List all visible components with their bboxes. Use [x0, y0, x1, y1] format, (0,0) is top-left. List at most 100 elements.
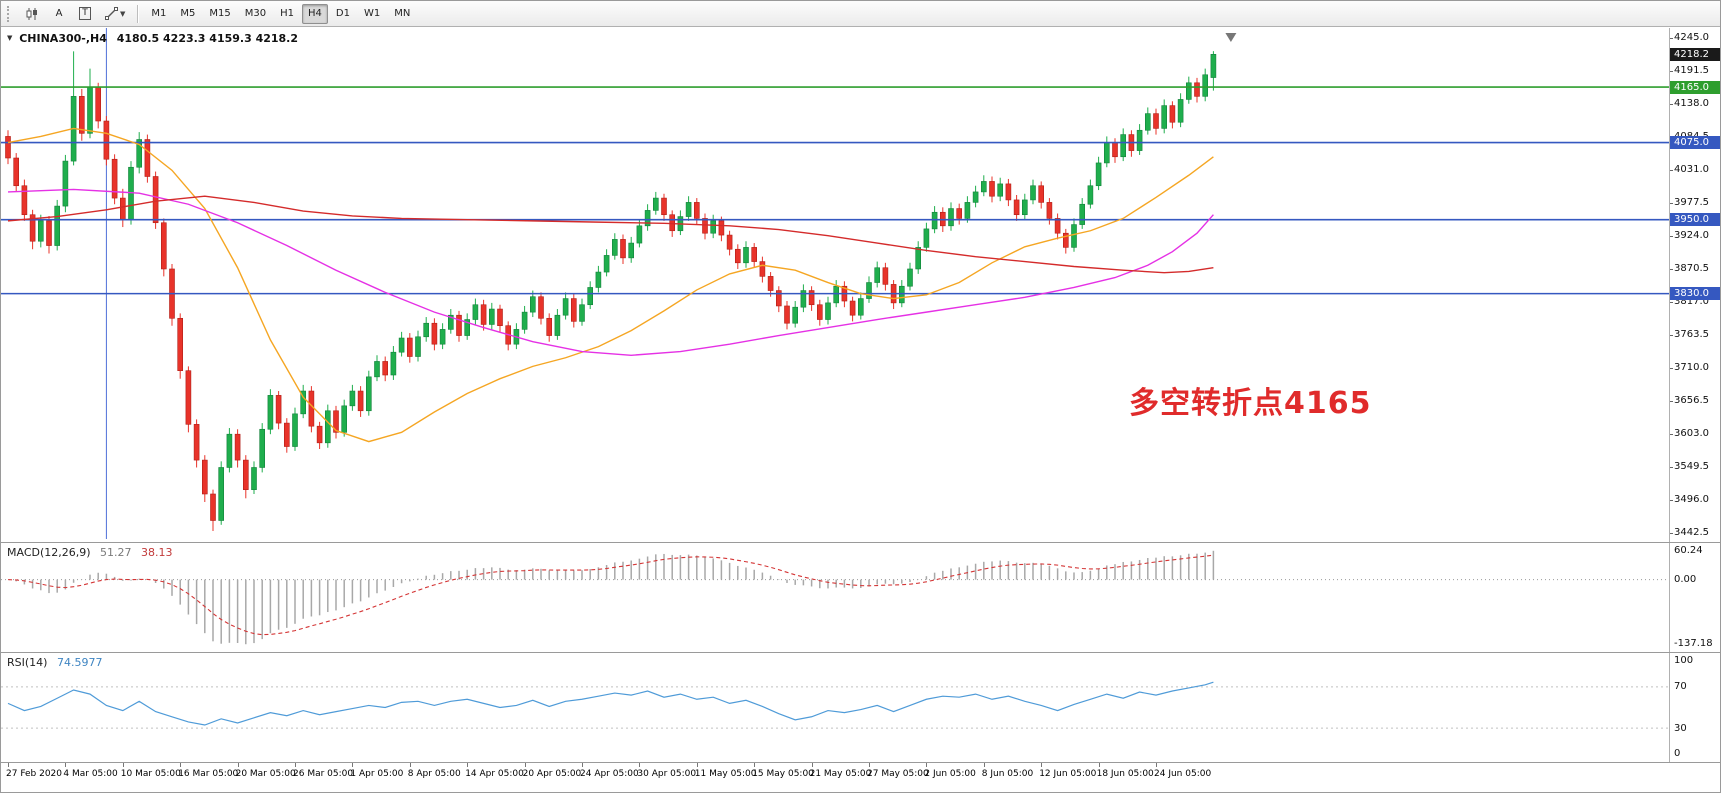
- price-axis-tick: [1669, 235, 1673, 237]
- ma-red: [7, 195, 1214, 274]
- time-axis-label: 24 Apr 05:00: [580, 769, 639, 779]
- time-axis-tick: [926, 763, 928, 767]
- time-axis-tick: [524, 763, 526, 767]
- price-axis-tick: [1669, 103, 1673, 105]
- timeframe-button-d1[interactable]: D1: [330, 4, 356, 24]
- price-axis-label: 3549.5: [1674, 461, 1709, 473]
- timeframe-button-w1[interactable]: W1: [358, 4, 386, 24]
- macd-scale-min: -137.18: [1674, 638, 1713, 649]
- time-axis-label: 4 Mar 05:00: [63, 769, 118, 779]
- text-tool-label: T: [79, 7, 91, 20]
- rsi-scale-70: 70: [1674, 681, 1687, 693]
- candlestick-chart-icon[interactable]: [19, 4, 45, 24]
- macd-value: 51.27: [100, 546, 132, 559]
- chart-menu-icon[interactable]: ▼: [7, 34, 13, 42]
- time-axis-label: 12 Jun 05:00: [1039, 769, 1097, 779]
- macd-signal-value: 38.13: [141, 546, 173, 559]
- timeframe-button-mn[interactable]: MN: [388, 4, 416, 24]
- cursor-tool-button[interactable]: A: [47, 4, 71, 24]
- chart-symbol-timeframe: CHINA300-,H4: [19, 32, 107, 45]
- rsi-line: [7, 681, 1214, 726]
- time-axis-tick: [811, 763, 813, 767]
- macd-label: MACD(12,26,9): [7, 546, 91, 559]
- candles-glyph: [26, 7, 37, 20]
- time-axis-tick: [1098, 763, 1100, 767]
- time-axis-tick: [122, 763, 124, 767]
- time-axis[interactable]: 27 Feb 2020 4 Mar 05:00 10 Mar 05:00 16 Mar…: [1, 763, 1720, 792]
- timeframe-button-m1[interactable]: M1: [145, 4, 172, 24]
- price-axis-tick: [1669, 367, 1673, 369]
- price-axis-tick: [1669, 169, 1673, 171]
- panel-divider[interactable]: [1, 762, 1720, 763]
- ma-orange: [7, 127, 1214, 443]
- trendline-icon: [105, 7, 118, 20]
- timeframe-button-h1[interactable]: H1: [274, 4, 300, 24]
- time-axis-tick: [639, 763, 641, 767]
- text-tool-button[interactable]: T: [73, 4, 97, 24]
- time-axis-tick: [295, 763, 296, 767]
- time-axis-label: 10 Mar 05:00: [120, 769, 181, 779]
- price-axis-tick: [1669, 466, 1673, 468]
- chevron-down-icon: ▼: [120, 9, 126, 18]
- shift-marker-icon: [1225, 33, 1237, 42]
- price-axis-label: 3977.5: [1674, 197, 1709, 209]
- time-axis-label: 8 Jun 05:00: [981, 769, 1034, 779]
- rsi-canvas[interactable]: [1, 653, 1669, 762]
- price-axis-tick: [1669, 268, 1673, 270]
- time-axis-tick: [467, 763, 469, 767]
- time-axis-tick: [180, 763, 182, 767]
- time-axis-tick: [696, 763, 698, 767]
- time-axis-label: 30 Apr 05:00: [637, 769, 697, 779]
- macd-histogram: [15, 550, 1215, 645]
- price-axis-label: 3870.5: [1674, 263, 1709, 275]
- macd-scale-zero: 0.00: [1674, 574, 1697, 586]
- draw-tool-button[interactable]: ▼: [99, 4, 131, 24]
- time-axis-label: 8 Apr 05:00: [407, 769, 461, 779]
- panel-divider[interactable]: [1, 652, 1720, 653]
- time-axis-label: 1 Apr 05:00: [350, 769, 404, 779]
- macd-signal-line: [7, 554, 1214, 636]
- time-axis-tick: [1156, 763, 1157, 767]
- timeframe-button-h4[interactable]: H4: [302, 3, 328, 24]
- price-axis-tick: [1669, 532, 1673, 534]
- timeframe-button-m30[interactable]: M30: [239, 4, 272, 24]
- macd-canvas[interactable]: [1, 543, 1669, 652]
- time-axis-tick: [869, 763, 870, 767]
- time-axis-label: 20 Mar 05:00: [235, 769, 296, 779]
- price-axis-tick: [1669, 334, 1673, 336]
- price-chart-canvas[interactable]: [1, 28, 1669, 542]
- price-chart-panel[interactable]: ▼ CHINA300-,H4 4180.5 4223.3 4159.3 4218…: [1, 28, 1720, 542]
- chart-title: ▼ CHINA300-,H4 4180.5 4223.3 4159.3 4218…: [7, 32, 298, 45]
- time-axis-tick: [983, 763, 985, 767]
- time-axis-tick: [1041, 763, 1043, 767]
- time-axis-label: 18 Jun 05:00: [1096, 769, 1154, 779]
- time-axis-label: 24 Jun 05:00: [1154, 769, 1212, 779]
- price-axis-label: 4245.0: [1674, 32, 1709, 44]
- toolbar-grip[interactable]: [7, 5, 13, 22]
- price-tag-3830.0: 3830.0: [1670, 287, 1720, 301]
- rsi-scale-100: 100: [1674, 655, 1694, 666]
- price-axis-label: 3924.0: [1674, 230, 1709, 242]
- rsi-panel[interactable]: RSI(14) 74.5977 100 70 30 0: [1, 653, 1720, 762]
- time-axis-label: 27 Feb 2020: [6, 769, 63, 779]
- price-tag-4075.0: 4075.0: [1670, 136, 1720, 150]
- toolbar-separator: [137, 4, 140, 23]
- time-axis-label: 16 Mar 05:00: [178, 769, 239, 779]
- price-axis-tick: [1669, 301, 1673, 303]
- time-axis-tick: [65, 763, 67, 767]
- chart-annotation-text[interactable]: 多空转折点4165: [1129, 386, 1372, 421]
- timeframe-button-m15[interactable]: M15: [203, 4, 236, 24]
- price-axis-label: 3603.0: [1674, 428, 1709, 440]
- time-axis-label: 21 May 05:00: [809, 769, 872, 779]
- panel-divider[interactable]: [1, 542, 1720, 543]
- price-axis-label: 3817.0: [1674, 296, 1709, 308]
- timeframe-button-m5[interactable]: M5: [174, 4, 201, 24]
- macd-panel[interactable]: MACD(12,26,9) 51.27 38.13 60.24 0.00 -137.…: [1, 543, 1720, 652]
- price-tag-4218.2: 4218.2: [1670, 47, 1720, 61]
- time-axis-tick: [582, 763, 583, 767]
- rsi-scale-0: 0: [1674, 748, 1681, 759]
- price-axis-label: 4138.0: [1674, 98, 1709, 110]
- cursor-tool-label: A: [55, 8, 63, 19]
- price-axis-tick: [1669, 202, 1673, 204]
- price-axis-label: 3442.5: [1674, 527, 1709, 539]
